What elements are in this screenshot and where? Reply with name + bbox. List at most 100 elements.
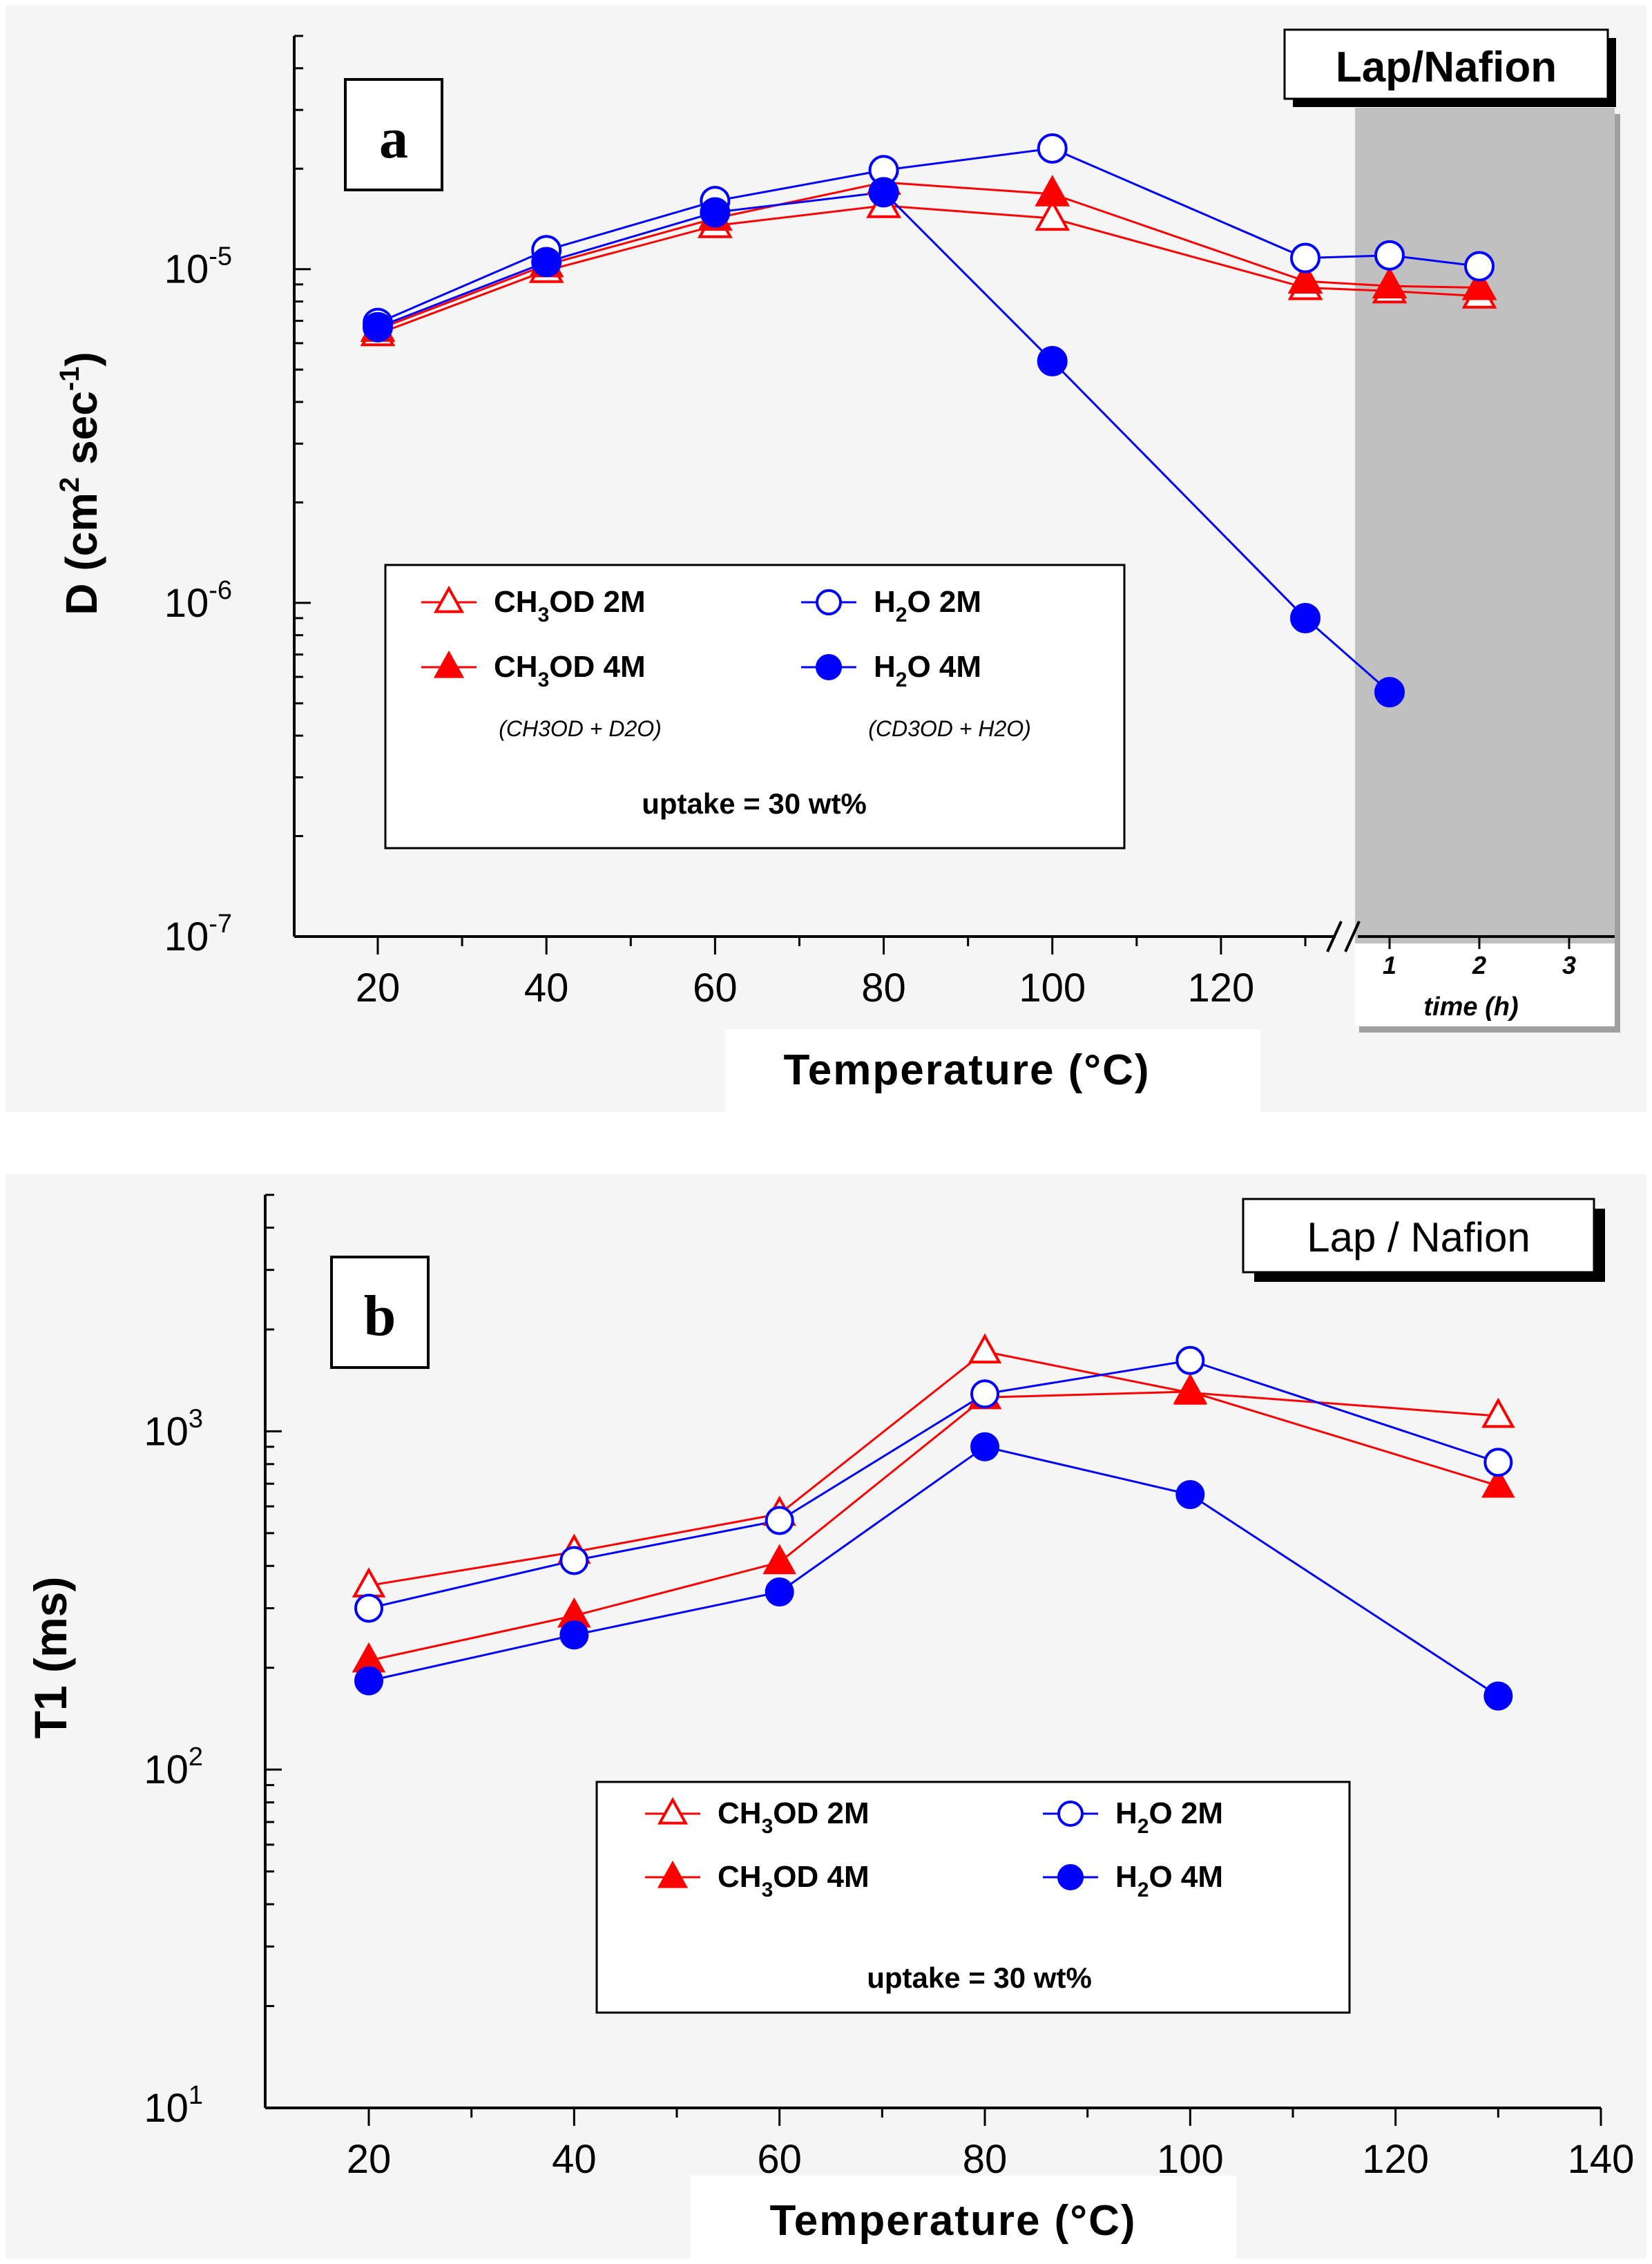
legend-marker	[816, 654, 842, 680]
panel-b-x-title-box	[691, 2176, 1236, 2262]
legend-label: CH3OD 2M	[494, 585, 646, 626]
panel-b-title: Lap / Nafion	[1307, 1214, 1530, 1260]
panel-a-legend: CH3OD 2M H2O 2M CH3OD 4M H2O 4M	[421, 585, 981, 691]
data-point	[1287, 262, 1323, 294]
data-point	[1035, 175, 1070, 207]
y-tick-label: 10-5	[164, 242, 232, 292]
data-point	[762, 1544, 796, 1575]
panel-a-legend-note-2: (CD3OD + H2O)	[868, 716, 1031, 741]
x-tick-label: 20	[347, 2137, 392, 2182]
panel-b-background	[6, 1174, 1646, 2258]
data-point	[1374, 677, 1405, 708]
panel-b-y-tick-labels: 103 102 101	[144, 1404, 203, 2131]
y-tick-label: 103	[144, 1404, 203, 1454]
series-line	[368, 1390, 1499, 1662]
series-line	[368, 1446, 1499, 1697]
data-point	[970, 1432, 999, 1461]
x-tick-label: 20	[356, 966, 401, 1010]
panel-b-letter-box	[330, 1256, 430, 1369]
panel-b-legend-footer: uptake = 30 wt%	[867, 1961, 1092, 1994]
legend-label: CH3OD 4M	[494, 650, 646, 691]
data-point	[363, 311, 393, 343]
data-point	[970, 1379, 999, 1409]
time-axis-white-box	[1355, 943, 1615, 1026]
data-point	[1035, 199, 1070, 231]
panel-a-legend-note-1: (CH3OD + D2O)	[499, 716, 662, 741]
data-point	[765, 1506, 794, 1535]
legend-marker	[1057, 1864, 1084, 1890]
panel-b-x-axis-title: Temperature (°C)	[769, 2197, 1136, 2245]
data-point	[1461, 268, 1497, 300]
time-region-shadow-right	[1615, 114, 1620, 1033]
legend-label: H2O 2M	[1115, 1796, 1223, 1838]
data-point	[868, 177, 899, 208]
panel-a-title-box	[1283, 28, 1609, 100]
time-tick-label: 3	[1562, 951, 1576, 979]
panel-b-legend: CH3OD 2M H2O 2M CH3OD 4M H2O 4M	[645, 1796, 1223, 1901]
legend-marker	[657, 1796, 689, 1825]
x-tick-label: 60	[693, 966, 738, 1010]
y-tick-label: 102	[144, 1743, 203, 1792]
data-point	[531, 247, 562, 278]
panel-b-series-lines	[368, 1350, 1499, 1697]
panel-b-letter: b	[364, 1284, 396, 1348]
data-point	[1372, 267, 1408, 299]
x-tick-label: 120	[1188, 966, 1255, 1010]
legend-label: H2O 4M	[874, 650, 981, 691]
x-tick-label: 140	[1568, 2137, 1635, 2182]
x-tick-label: 60	[757, 2137, 802, 2182]
data-point	[765, 1577, 794, 1607]
data-point	[1374, 240, 1405, 271]
x-tick-label: 100	[1019, 966, 1086, 1010]
series-line	[368, 1350, 1499, 1587]
data-point	[559, 1546, 589, 1575]
legend-marker	[433, 650, 465, 678]
legend-label: CH3OD 4M	[718, 1860, 870, 1901]
y-tick-label: 101	[144, 2081, 203, 2131]
data-point	[1175, 1345, 1205, 1375]
data-point	[700, 197, 731, 228]
legend-marker	[816, 589, 842, 615]
data-point	[1290, 602, 1320, 633]
panel-b-title-box	[1242, 1198, 1595, 1274]
panel-a-x-tick-labels: 20 40 60 80 100 120	[356, 966, 1255, 1010]
panel-a-legend-box	[384, 564, 1126, 850]
panel-b-legend-box	[595, 1781, 1351, 2014]
panel-a-legend-footer: uptake = 30 wt%	[642, 787, 867, 820]
data-point	[1481, 1397, 1515, 1428]
data-point	[559, 1620, 589, 1650]
data-point	[1173, 1373, 1207, 1404]
time-axis-label: time (h)	[1423, 992, 1518, 1021]
panel-a-y-tick-labels: 10-5 10-6 10-7	[164, 242, 232, 959]
panel-a-y-axis-title: D (cm2 sec-1)	[55, 352, 106, 615]
panel-a-letter: a	[379, 106, 408, 171]
series-line	[377, 204, 1480, 335]
time-region-shadow-bottom	[1359, 1026, 1620, 1033]
panel-b-y-axis-title: T1 (ms)	[25, 1577, 76, 1739]
legend-label: CH3OD 2M	[718, 1796, 870, 1838]
data-point	[1483, 1681, 1513, 1711]
data-point	[1037, 133, 1068, 164]
x-tick-label: 40	[552, 2137, 597, 2182]
legend-marker	[1057, 1801, 1084, 1827]
data-point	[354, 1666, 383, 1696]
x-tick-label: 40	[524, 966, 569, 1010]
time-tick-label: 1	[1383, 951, 1396, 979]
panel-a-title: Lap/Nafion	[1336, 44, 1557, 91]
x-tick-label: 80	[861, 966, 906, 1010]
legend-label: H2O 4M	[1115, 1860, 1223, 1901]
series-line	[377, 181, 1480, 331]
y-tick-label: 10-6	[164, 576, 232, 626]
data-point	[1175, 1480, 1205, 1510]
panel-a-x-axis-title: Temperature (°C)	[783, 1046, 1150, 1094]
panel-a-x-title-box	[725, 1029, 1260, 1112]
panel-a: 10-5 10-6 10-7 20 40 60 80 100 120 1 2 3 time (h)…	[6, 6, 1646, 1112]
x-tick-label: 80	[963, 2137, 1008, 2182]
x-tick-label: 120	[1362, 2137, 1429, 2182]
data-point	[968, 1333, 1002, 1364]
data-point	[1481, 1467, 1515, 1498]
panel-a-time-tick-labels: 1 2 3	[1383, 951, 1576, 979]
series-line	[368, 1359, 1499, 1609]
legend-marker	[433, 585, 465, 613]
